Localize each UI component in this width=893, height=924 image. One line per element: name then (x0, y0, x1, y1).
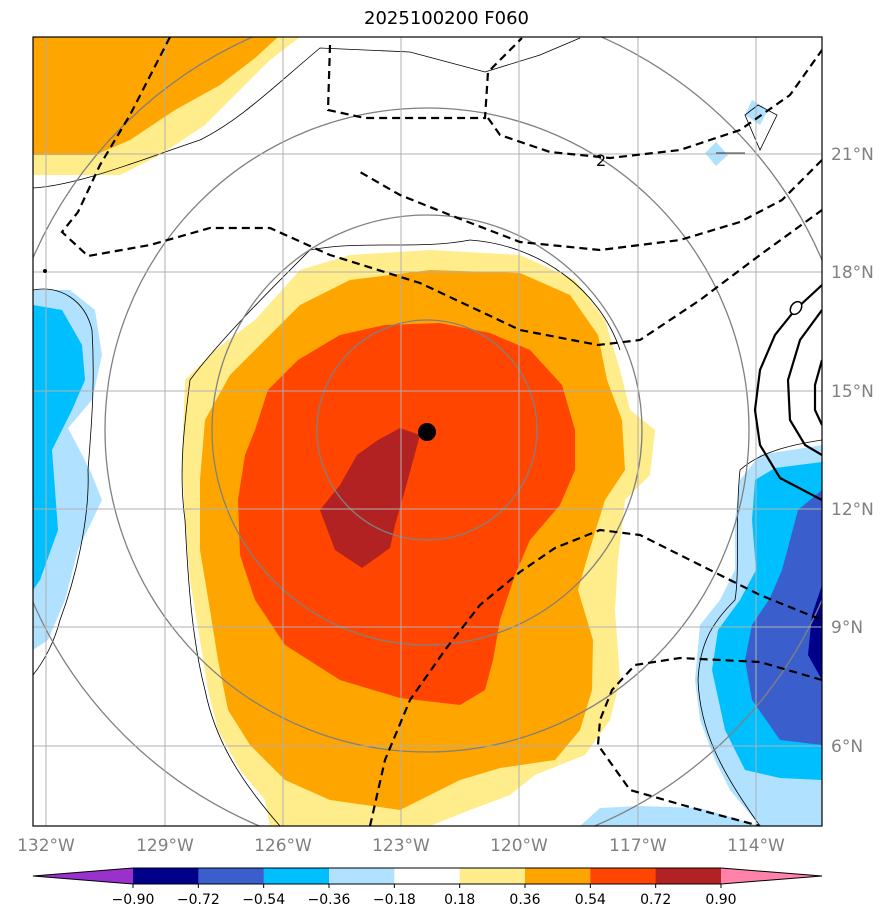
colorbar-segment (459, 868, 526, 884)
colorbar-tick-label: −0.18 (373, 892, 416, 908)
dashed-contours (60, 37, 822, 826)
colorbar-tick-label: −0.36 (308, 892, 351, 908)
lat-tick-label: 12°N (831, 500, 874, 520)
map-frame (32, 36, 823, 827)
range-ring-3 (104, 107, 750, 753)
longitude-labels: 132°W 129°W 126°W 123°W 120°W 117°W 114°… (17, 836, 785, 856)
colorbar-tick-label: 0.72 (640, 892, 671, 908)
lon-tick-label: 117°W (609, 836, 667, 856)
colorbar-extend-min (33, 868, 133, 884)
thin-contours (33, 37, 822, 826)
colorbar-tick-label: 0.54 (575, 892, 606, 908)
dashed-contour-south (368, 528, 822, 826)
dashed-contour-nw-diag (60, 37, 822, 347)
colorbar-segment (329, 868, 395, 884)
solid-contour-2 (786, 309, 822, 456)
colorbar-segment (198, 868, 265, 884)
colorbar-tick-label: −0.90 (112, 892, 155, 908)
lon-tick-label: 132°W (17, 836, 75, 856)
lat-tick-label: 6°N (831, 737, 863, 757)
range-ring-2 (211, 214, 643, 646)
graticule (33, 37, 822, 826)
map-area: 2 (33, 37, 822, 826)
dashed-contour-se (596, 656, 822, 826)
contour-label-2: 2 (596, 151, 606, 170)
lon-tick-label: 114°W (727, 836, 785, 856)
colorbar-segment (394, 868, 461, 884)
thin-contour-east (697, 439, 822, 826)
lon-tick-label: 123°W (372, 836, 430, 856)
lon-tick-label: 120°W (490, 836, 548, 856)
range-rings (33, 37, 822, 826)
small-dot-marker (43, 269, 47, 273)
lat-tick-label: 21°N (831, 145, 874, 165)
shade-neg054-east (745, 490, 822, 745)
shade-090-core (320, 428, 420, 568)
shade-072-core (238, 323, 575, 705)
latitude-labels: 21°N 18°N 15°N 12°N 9°N 6°N (831, 145, 874, 757)
colorbar-tick-label: 0.18 (444, 892, 475, 908)
colorbar-tick-label: 0.36 (509, 892, 540, 908)
colorbar-segment (263, 868, 330, 884)
lat-tick-label: 18°N (831, 263, 874, 283)
colorbar-tick-label: −0.72 (177, 892, 220, 908)
thin-contour-nw (33, 37, 581, 189)
colorbar-segment (590, 868, 657, 884)
thin-contour-ne (716, 104, 778, 154)
dashed-contour-loop (326, 37, 822, 160)
lon-tick-label: 126°W (254, 836, 312, 856)
lon-tick-label: 129°W (136, 836, 194, 856)
colorbar: −0.90 −0.72 −0.54 −0.36 −0.18 0.18 0.36 0.54 0.7… (32, 867, 823, 908)
solid-contours (753, 284, 822, 501)
colorbar-extend-max (721, 868, 822, 884)
colorbar-tick-label: 0.90 (705, 892, 736, 908)
lat-tick-label: 15°N (831, 382, 874, 402)
colorbar-segment (133, 868, 199, 884)
colorbar-segment (655, 868, 722, 884)
thin-contour-core-top (189, 239, 621, 381)
thin-contour-west (33, 288, 94, 676)
thin-contour-core (181, 379, 281, 826)
contour-label-zero-marker (789, 300, 803, 316)
dashed-contour-mid (359, 159, 822, 252)
map-title: 2025100200 F060 (364, 8, 529, 29)
storm-center-marker (418, 423, 436, 441)
colorbar-segment (525, 868, 591, 884)
shade-neg018-south (580, 806, 760, 826)
solid-contour-3 (813, 359, 822, 426)
lat-tick-label: 9°N (831, 618, 863, 638)
range-ring-1 (316, 319, 538, 541)
colorbar-tick-label: −0.54 (242, 892, 285, 908)
